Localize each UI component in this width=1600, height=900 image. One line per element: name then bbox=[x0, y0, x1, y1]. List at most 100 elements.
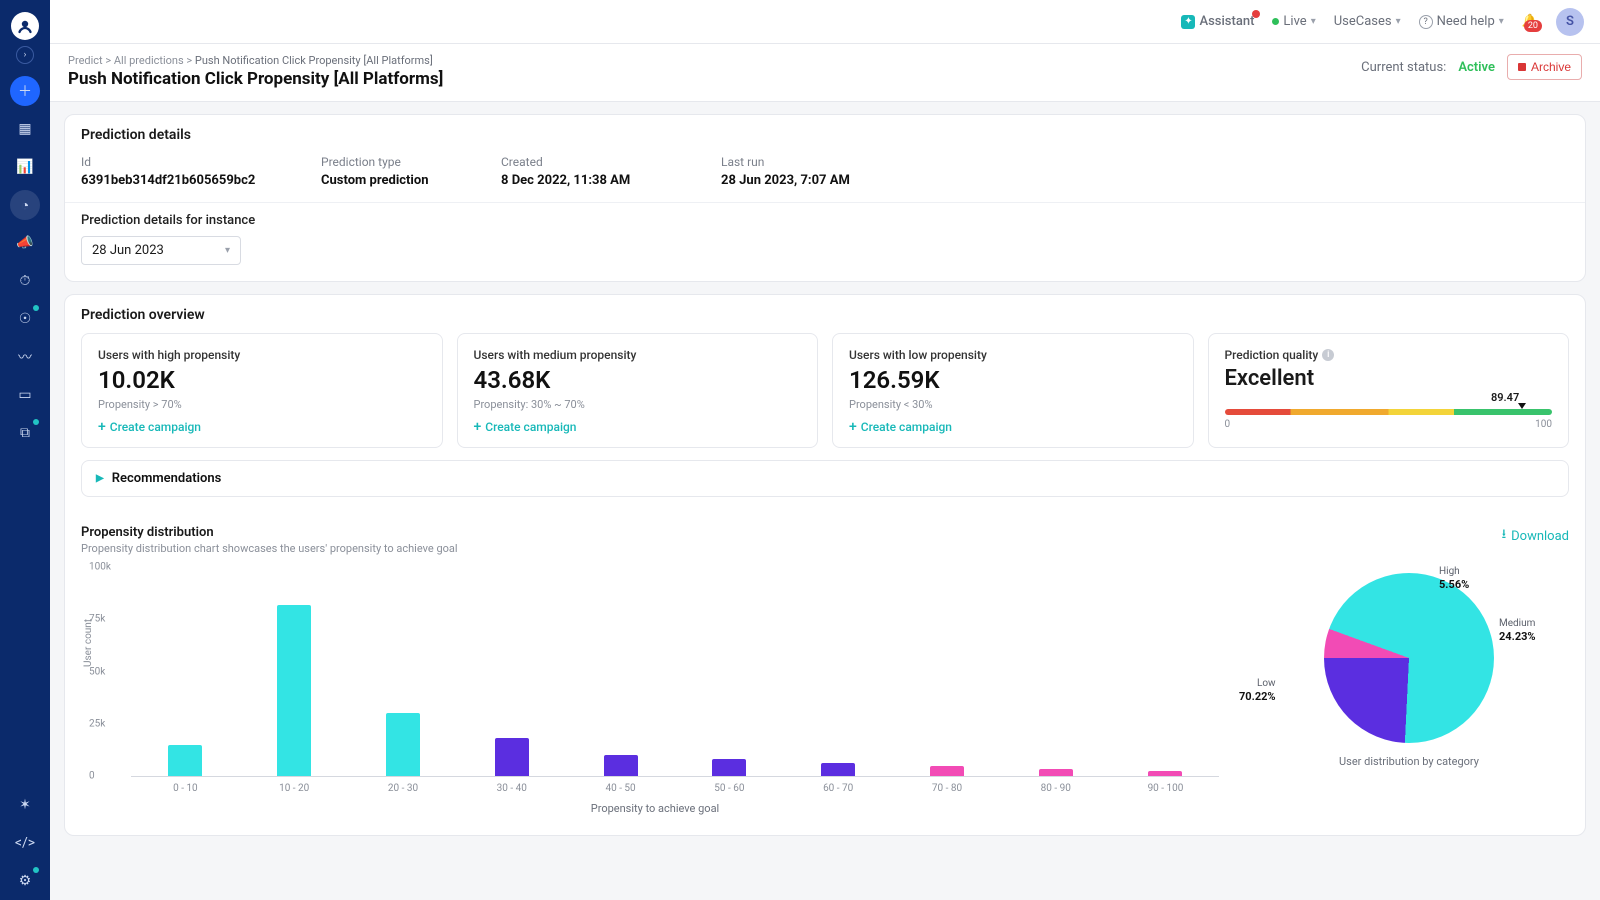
bar bbox=[168, 745, 202, 776]
sidebar-code[interactable]: </> bbox=[10, 828, 40, 858]
announce-icon: 📣 bbox=[16, 235, 33, 251]
create-campaign-high[interactable]: +Create campaign bbox=[98, 419, 426, 435]
bar bbox=[386, 713, 420, 776]
plus-icon: + bbox=[849, 419, 857, 435]
sidebar-file[interactable]: ▭ bbox=[10, 380, 40, 410]
usecases-menu[interactable]: UseCases ▾ bbox=[1334, 14, 1401, 29]
analytics-icon: 📊 bbox=[16, 159, 33, 175]
notifications-badge: 20 bbox=[1524, 20, 1542, 32]
triangle-right-icon: ▶ bbox=[96, 473, 104, 484]
quality-title: Prediction quality bbox=[1225, 348, 1319, 362]
bar-chart: User count 025k50k75k100k 0 - 1010 - 202… bbox=[81, 567, 1229, 815]
recommendations-label: Recommendations bbox=[112, 471, 222, 486]
sidebar-trend[interactable]: 〰 bbox=[10, 342, 40, 372]
card-title: Users with medium propensity bbox=[474, 348, 802, 362]
help-label: Need help bbox=[1437, 14, 1495, 29]
sidebar-dashboard[interactable]: ▦ bbox=[10, 114, 40, 144]
brand-logo[interactable] bbox=[11, 12, 39, 40]
user-avatar[interactable]: S bbox=[1556, 8, 1584, 36]
page-title: Push Notification Click Propensity [All … bbox=[68, 69, 443, 89]
info-icon[interactable]: i bbox=[1322, 349, 1334, 361]
sidebar-predict[interactable]: ◔ bbox=[10, 190, 40, 220]
card-title: Users with low propensity bbox=[849, 348, 1177, 362]
sidebar-timer[interactable]: ⏱ bbox=[10, 266, 40, 296]
breadcrumb: Predict > All predictions > Push Notific… bbox=[68, 54, 443, 67]
status-label: Current status: bbox=[1361, 60, 1446, 75]
archive-button[interactable]: Archive bbox=[1507, 54, 1582, 80]
assistant-button[interactable]: ✦ Assistant bbox=[1181, 14, 1254, 29]
created-value: 8 Dec 2022, 11:38 AM bbox=[501, 173, 701, 188]
id-label: Id bbox=[81, 155, 301, 169]
quality-min: 0 bbox=[1225, 419, 1231, 430]
card-subtitle: Propensity: 30% ~ 70% bbox=[474, 398, 802, 411]
overview-panel: Prediction overview Users with high prop… bbox=[64, 294, 1586, 836]
quality-bar: 89.47 bbox=[1225, 409, 1553, 415]
bar bbox=[1039, 769, 1073, 776]
download-button[interactable]: ⭳ Download bbox=[1502, 525, 1569, 547]
lastrun-label: Last run bbox=[721, 155, 941, 169]
assistant-label: Assistant bbox=[1199, 14, 1254, 29]
chevron-down-icon: ▾ bbox=[1311, 16, 1316, 27]
chevron-down-icon: ▾ bbox=[1396, 16, 1401, 27]
chevron-down-icon: ▾ bbox=[225, 245, 230, 256]
create-campaign-medium[interactable]: +Create campaign bbox=[474, 419, 802, 435]
usecases-label: UseCases bbox=[1334, 14, 1392, 29]
help-icon: ? bbox=[1419, 15, 1433, 29]
sidebar-settings[interactable]: ⚙ bbox=[10, 866, 40, 896]
breadcrumb-all[interactable]: All predictions bbox=[114, 54, 184, 67]
timer-icon: ⏱ bbox=[20, 273, 31, 289]
chevron-down-icon: ▾ bbox=[1499, 16, 1504, 27]
id-value: 6391beb314df21b605659bc2 bbox=[81, 173, 301, 188]
overview-heading: Prediction overview bbox=[65, 295, 1585, 323]
env-switcher[interactable]: Live▾ bbox=[1272, 14, 1315, 29]
instance-select[interactable]: 28 Jun 2023 ▾ bbox=[81, 236, 241, 265]
download-label: Download bbox=[1511, 529, 1569, 544]
create-campaign-low[interactable]: +Create campaign bbox=[849, 419, 1177, 435]
sidebar-audience[interactable]: ☉ bbox=[10, 304, 40, 334]
help-menu[interactable]: ? Need help ▾ bbox=[1419, 14, 1504, 29]
sidebar-versions[interactable]: ⧉ bbox=[10, 418, 40, 448]
quality-max: 100 bbox=[1535, 419, 1552, 430]
versions-icon: ⧉ bbox=[20, 425, 30, 441]
type-label: Prediction type bbox=[321, 155, 481, 169]
sidebar-analytics[interactable]: 📊 bbox=[10, 152, 40, 182]
bar bbox=[495, 738, 529, 776]
bar bbox=[930, 766, 964, 776]
topbar: ✦ Assistant Live▾ UseCases ▾ ? Need help ▾… bbox=[50, 0, 1600, 44]
download-icon: ⭳ bbox=[1502, 525, 1507, 547]
distribution-desc: Propensity distribution chart showcases … bbox=[81, 542, 458, 555]
bar bbox=[712, 759, 746, 776]
details-heading: Prediction details bbox=[65, 115, 1585, 143]
create-label: Create campaign bbox=[485, 420, 576, 434]
created-label: Created bbox=[501, 155, 701, 169]
instance-label: Prediction details for instance bbox=[81, 213, 1569, 228]
sidebar-add[interactable]: ＋ bbox=[10, 76, 40, 106]
distribution-panel: Propensity distribution Propensity distr… bbox=[65, 511, 1585, 831]
quality-card: Prediction qualityi Excellent 89.47 0100 bbox=[1208, 333, 1570, 448]
medium-propensity-card: Users with medium propensity 43.68K Prop… bbox=[457, 333, 819, 448]
plus-icon: + bbox=[474, 419, 482, 435]
breadcrumb-current: Push Notification Click Propensity [All … bbox=[195, 54, 433, 67]
card-value: 43.68K bbox=[474, 366, 802, 394]
assistant-alert-dot bbox=[1252, 10, 1260, 18]
stop-icon bbox=[1518, 63, 1526, 71]
assistant-icon: ✦ bbox=[1181, 15, 1195, 29]
bar bbox=[821, 763, 855, 776]
predict-icon: ◔ bbox=[21, 197, 29, 214]
sidebar-apps[interactable]: ✶ bbox=[10, 790, 40, 820]
trend-icon: 〰 bbox=[18, 347, 32, 367]
notifications-button[interactable]: 🔔 20 bbox=[1522, 14, 1538, 29]
live-dot-icon bbox=[1272, 18, 1279, 25]
breadcrumb-predict[interactable]: Predict bbox=[68, 54, 103, 67]
instance-selected: 28 Jun 2023 bbox=[92, 243, 164, 258]
sidebar-expand[interactable]: › bbox=[16, 46, 34, 64]
plus-icon: ＋ bbox=[18, 81, 32, 101]
recommendations-toggle[interactable]: ▶ Recommendations bbox=[81, 460, 1569, 497]
bar bbox=[1148, 771, 1182, 776]
quality-marker bbox=[1518, 403, 1526, 409]
sidebar-announce[interactable]: 📣 bbox=[10, 228, 40, 258]
card-title: Users with high propensity bbox=[98, 348, 426, 362]
pie-caption: User distribution by category bbox=[1249, 755, 1569, 768]
card-subtitle: Propensity > 70% bbox=[98, 398, 426, 411]
card-subtitle: Propensity < 30% bbox=[849, 398, 1177, 411]
